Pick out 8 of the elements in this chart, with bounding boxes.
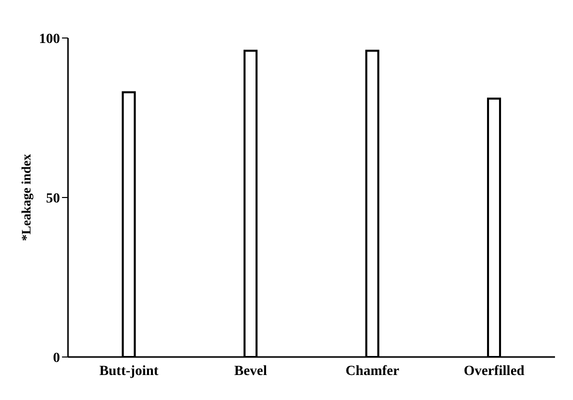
y-tick-label: 100: [39, 32, 60, 47]
x-tick-label: Butt-joint: [99, 364, 159, 379]
x-tick-label: Chamfer: [346, 364, 400, 379]
y-axis-title: *Leakage index: [18, 153, 34, 242]
y-tick-label: 0: [53, 350, 60, 366]
x-tick-label: Bevel: [234, 364, 268, 379]
y-tick-label: 50: [46, 191, 60, 206]
x-tick-label: Overfilled: [464, 364, 525, 379]
